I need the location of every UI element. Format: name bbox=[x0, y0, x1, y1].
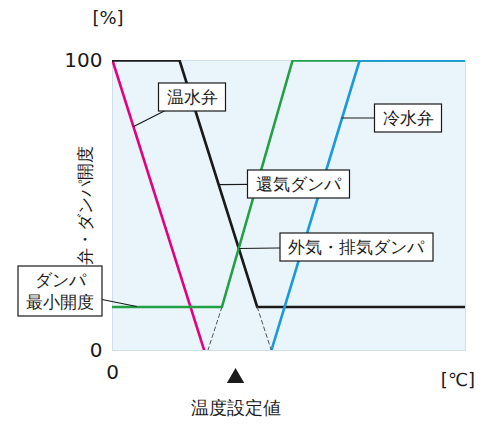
svg-text:還気ダンパ: 還気ダンパ bbox=[256, 174, 342, 194]
svg-text:0: 0 bbox=[106, 360, 119, 384]
svg-text:冷水弁: 冷水弁 bbox=[383, 108, 434, 128]
svg-text:100: 100 bbox=[64, 48, 102, 72]
svg-text:外気・排気ダンパ: 外気・排気ダンパ bbox=[288, 237, 425, 257]
svg-text:[%]: [%] bbox=[92, 7, 123, 28]
svg-text:弁・ダンパ開度: 弁・ダンパ開度 bbox=[75, 146, 95, 265]
svg-text:[℃]: [℃] bbox=[441, 369, 475, 390]
svg-text:ダンパ最小開度: ダンパ最小開度 bbox=[26, 270, 94, 312]
svg-text:温度設定値: 温度設定値 bbox=[191, 397, 281, 418]
svg-text:0: 0 bbox=[90, 338, 103, 362]
svg-text:温水弁: 温水弁 bbox=[167, 87, 218, 107]
